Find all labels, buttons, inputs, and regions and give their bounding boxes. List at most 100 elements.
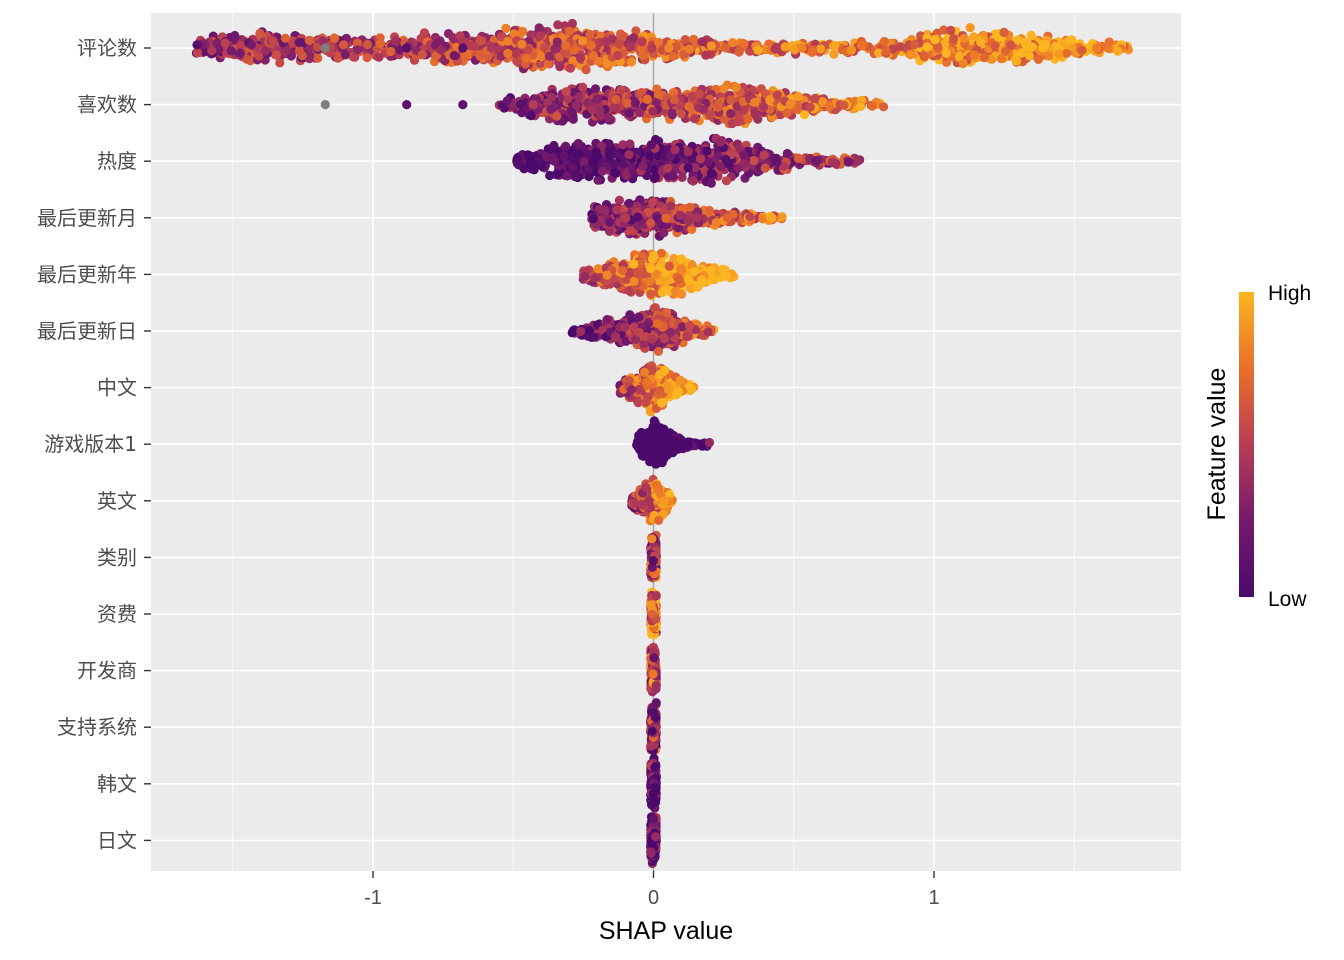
shap-point xyxy=(565,63,576,73)
shap-point xyxy=(706,168,717,178)
shap-point xyxy=(220,38,230,48)
shap-point xyxy=(254,51,264,61)
shap-point xyxy=(656,398,667,408)
shap-point xyxy=(502,96,512,106)
shap-point xyxy=(587,104,597,114)
shap-point xyxy=(626,385,637,395)
shap-point xyxy=(721,154,731,164)
shap-point xyxy=(528,158,538,169)
shap-point xyxy=(683,163,693,173)
shap-point xyxy=(739,39,749,49)
shap-point xyxy=(683,214,693,225)
shap-point xyxy=(1033,54,1043,64)
shap-point xyxy=(419,28,429,38)
shap-point xyxy=(528,100,539,110)
shap-point xyxy=(1041,39,1051,50)
shap-point xyxy=(856,40,866,51)
shap-point xyxy=(340,50,350,60)
shap-outlier-point xyxy=(1092,43,1102,53)
shap-point xyxy=(641,397,651,407)
shap-point xyxy=(919,52,929,62)
shap-point xyxy=(683,147,693,157)
shap-point xyxy=(561,41,571,51)
shap-point xyxy=(329,33,339,43)
shap-point xyxy=(431,51,441,61)
shap-point xyxy=(417,49,427,60)
shap-point xyxy=(684,321,695,331)
shap-point xyxy=(655,369,665,380)
shap-point xyxy=(905,50,916,60)
shap-point xyxy=(214,44,224,54)
shap-point xyxy=(601,36,611,46)
shap-point xyxy=(721,270,731,280)
shap-point xyxy=(313,42,323,52)
shap-point xyxy=(578,82,588,92)
shap-point xyxy=(629,259,639,269)
shap-point xyxy=(721,176,732,186)
shap-point xyxy=(609,159,619,169)
shap-point xyxy=(537,161,547,171)
shap-point xyxy=(448,33,458,43)
shap-point xyxy=(1000,46,1011,56)
shap-point xyxy=(650,173,660,183)
shap-point xyxy=(793,153,803,163)
shap-point xyxy=(612,205,622,215)
shap-point xyxy=(362,52,372,63)
shap-point xyxy=(605,217,615,227)
shap-point xyxy=(353,45,363,55)
shap-point xyxy=(581,65,591,75)
shap-point xyxy=(694,89,704,99)
shap-point xyxy=(1024,51,1034,61)
shap-point xyxy=(192,40,202,50)
shap-point xyxy=(939,25,949,35)
shap-point xyxy=(236,40,246,50)
shap-point xyxy=(675,375,685,385)
shap-point xyxy=(815,44,826,54)
shap-point xyxy=(867,101,878,111)
shap-point xyxy=(294,37,304,48)
shap-point xyxy=(965,23,975,33)
shap-point xyxy=(511,49,521,59)
shap-point xyxy=(543,59,553,69)
shap-point xyxy=(680,35,690,45)
shap-point xyxy=(653,37,664,47)
shap-point xyxy=(734,47,744,57)
shap-point xyxy=(970,50,980,60)
shap-point xyxy=(665,327,676,338)
shap-point xyxy=(477,36,487,46)
shap-point xyxy=(374,52,384,62)
shap-point xyxy=(646,218,656,228)
shap-point xyxy=(733,117,743,127)
shap-point xyxy=(544,51,555,61)
shap-point xyxy=(305,51,315,61)
shap-point xyxy=(659,228,669,238)
shap-point xyxy=(593,264,603,274)
shap-point xyxy=(949,33,959,44)
shap-point xyxy=(549,140,559,151)
shap-point xyxy=(611,332,621,342)
shap-point xyxy=(645,276,655,286)
shap-point xyxy=(727,38,738,48)
shap-point xyxy=(772,157,782,167)
shap-point xyxy=(706,178,716,188)
shap-point xyxy=(647,43,657,53)
shap-point xyxy=(830,40,840,50)
shap-point xyxy=(745,212,755,222)
shap-point xyxy=(460,51,470,61)
shap-point xyxy=(624,150,634,160)
shap-point xyxy=(523,44,533,55)
shap-point xyxy=(706,41,716,51)
shap-point xyxy=(666,201,676,211)
shap-point xyxy=(569,45,579,55)
shap-point xyxy=(1054,49,1064,59)
shap-point xyxy=(550,156,560,166)
shap-point xyxy=(661,284,671,295)
shap-point xyxy=(689,267,699,277)
shap-point xyxy=(1113,46,1123,56)
shap-point xyxy=(930,35,940,45)
shap-point xyxy=(207,46,217,56)
shap-point xyxy=(701,50,711,60)
shap-point xyxy=(853,156,863,166)
shap-point xyxy=(633,269,643,279)
